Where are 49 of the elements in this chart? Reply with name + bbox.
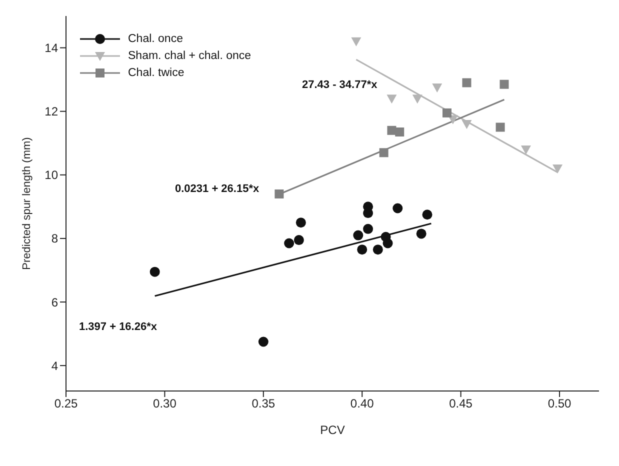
point	[357, 244, 368, 255]
point	[296, 218, 306, 228]
point	[416, 228, 426, 239]
point	[363, 224, 374, 234]
x-axis-title: PCV	[320, 423, 345, 437]
y-tick-label: 6	[51, 295, 58, 310]
x-tick-label: 0.30	[153, 396, 177, 411]
x-tick-label: 0.45	[449, 396, 473, 411]
point	[422, 210, 432, 220]
x-tick-label: 0.50	[548, 396, 572, 411]
annotation: 1.397 + 16.26*x	[79, 321, 157, 333]
x-tick-label: 0.25	[54, 396, 78, 411]
point	[258, 336, 268, 347]
point	[500, 80, 509, 89]
point	[386, 94, 397, 104]
point	[462, 120, 472, 130]
y-tick-label: 14	[44, 41, 58, 56]
point	[496, 122, 505, 132]
annotation: 27.43 - 34.77*x	[302, 79, 378, 91]
point	[353, 230, 364, 240]
point	[274, 189, 284, 198]
legend-label: Chal. once	[128, 32, 183, 44]
point	[363, 208, 374, 218]
point	[395, 127, 404, 136]
y-tick-label: 12	[44, 104, 58, 119]
point	[442, 108, 452, 118]
legend-label: Chal. twice	[128, 66, 184, 78]
x-tick-label: 0.40	[350, 396, 374, 411]
annotation: 0.0231 + 26.15*x	[175, 183, 260, 195]
point	[284, 238, 294, 248]
y-tick-label: 4	[51, 358, 58, 373]
point	[351, 37, 362, 46]
y-axis-title: Predicted spur length (mm)	[20, 137, 33, 270]
y-tick-label: 10	[44, 168, 58, 182]
point	[392, 203, 403, 214]
point	[150, 266, 160, 277]
point	[432, 84, 442, 93]
point	[379, 148, 388, 158]
x-tick-label: 0.35	[252, 396, 276, 411]
point	[372, 244, 383, 255]
point	[552, 164, 563, 174]
point	[387, 126, 396, 135]
point	[462, 78, 472, 88]
legend-label: Sham. chal + chal. once	[128, 50, 252, 62]
y-tick-label: 8	[51, 232, 58, 246]
point	[382, 238, 393, 248]
point	[412, 94, 422, 104]
point	[294, 235, 304, 246]
point	[520, 145, 531, 154]
